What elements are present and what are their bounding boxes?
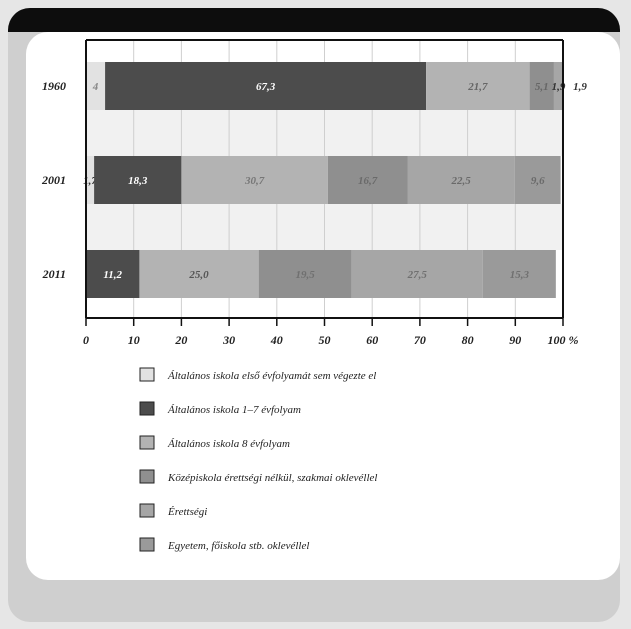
bar-2001-series-6	[514, 156, 561, 204]
legend-swatch-1	[139, 367, 155, 382]
data-label-1960-series-2: 67,3	[256, 81, 276, 93]
legend-label-1: Általános iskola első évfolyamát sem vég…	[167, 370, 376, 382]
bar-2011-series-4	[258, 250, 352, 298]
bar-2001-series-1	[86, 156, 95, 204]
bar-1960-series-2	[105, 62, 427, 110]
x-tick-label-1: 10	[128, 333, 140, 347]
data-label-2011-series-6: 15,3	[510, 269, 530, 281]
data-label-2011-series-5: 27,5	[407, 269, 428, 281]
data-label-1960-series-1: 4	[92, 81, 99, 93]
data-label-overflow-1960: 1,9	[573, 81, 587, 93]
legend-label-3: Általános iskola 8 évfolyam	[167, 438, 290, 450]
x-tick-label-3: 30	[222, 333, 235, 347]
x-tick-label-6: 60	[366, 333, 378, 347]
data-label-1960-series-4: 5,1	[535, 81, 549, 93]
bar-2011-series-5	[351, 250, 483, 298]
bar-2011-series-3	[139, 250, 259, 298]
legend-label-2: Általános iskola 1–7 évfolyam	[167, 404, 301, 416]
data-label-2001-series-5: 22,5	[451, 175, 472, 187]
data-label-2011-series-4: 19,5	[296, 269, 316, 281]
x-tick-label-10: 100 %	[548, 333, 579, 347]
legend-swatch-6	[139, 537, 155, 552]
bar-1960-series-5	[553, 62, 563, 110]
category-label-2011: 2011	[42, 267, 66, 281]
legend-label-5: Érettségi	[167, 506, 207, 518]
bar-2001-series-2	[94, 156, 182, 204]
legend-label-6: Egyetem, főiskola stb. oklevéllel	[167, 540, 309, 552]
legend-swatch-5	[139, 503, 155, 518]
legend-swatch-4	[139, 469, 155, 484]
bar-2001-series-3	[181, 156, 328, 204]
legend-label-4: Középiskola érettségi nélkül, szakmai ok…	[167, 472, 377, 484]
legend-swatch-3	[139, 435, 155, 450]
x-tick-label-0: 0	[83, 333, 89, 347]
x-tick-label-4: 40	[270, 333, 283, 347]
data-label-2001-series-6: 9,6	[531, 175, 545, 187]
data-label-2011-series-3: 25,0	[188, 269, 209, 281]
category-label-1960: 1960	[42, 79, 66, 93]
data-label-2001-series-3: 30,7	[244, 175, 265, 187]
bar-1960-series-1	[86, 62, 106, 110]
x-tick-label-9: 90	[509, 333, 521, 347]
x-tick-label-5: 50	[319, 333, 331, 347]
bar-1960-series-4	[529, 62, 554, 110]
data-label-1960-series-3: 21,7	[467, 81, 488, 93]
bar-2011-series-2	[86, 250, 140, 298]
data-label-2001-series-4: 16,7	[358, 175, 378, 187]
x-tick-label-8: 80	[462, 333, 474, 347]
x-tick-label-2: 20	[174, 333, 187, 347]
category-label-2001: 2001	[41, 173, 66, 187]
x-tick-label-7: 70	[414, 333, 426, 347]
bar-2001-series-5	[407, 156, 515, 204]
bar-2011-series-6	[482, 250, 556, 298]
legend-swatch-2	[139, 401, 155, 416]
data-label-2011-series-2: 11,2	[103, 269, 122, 281]
data-label-2001-series-2: 18,3	[128, 175, 148, 187]
bar-1960-series-3	[426, 62, 530, 110]
bar-2001-series-4	[327, 156, 408, 204]
